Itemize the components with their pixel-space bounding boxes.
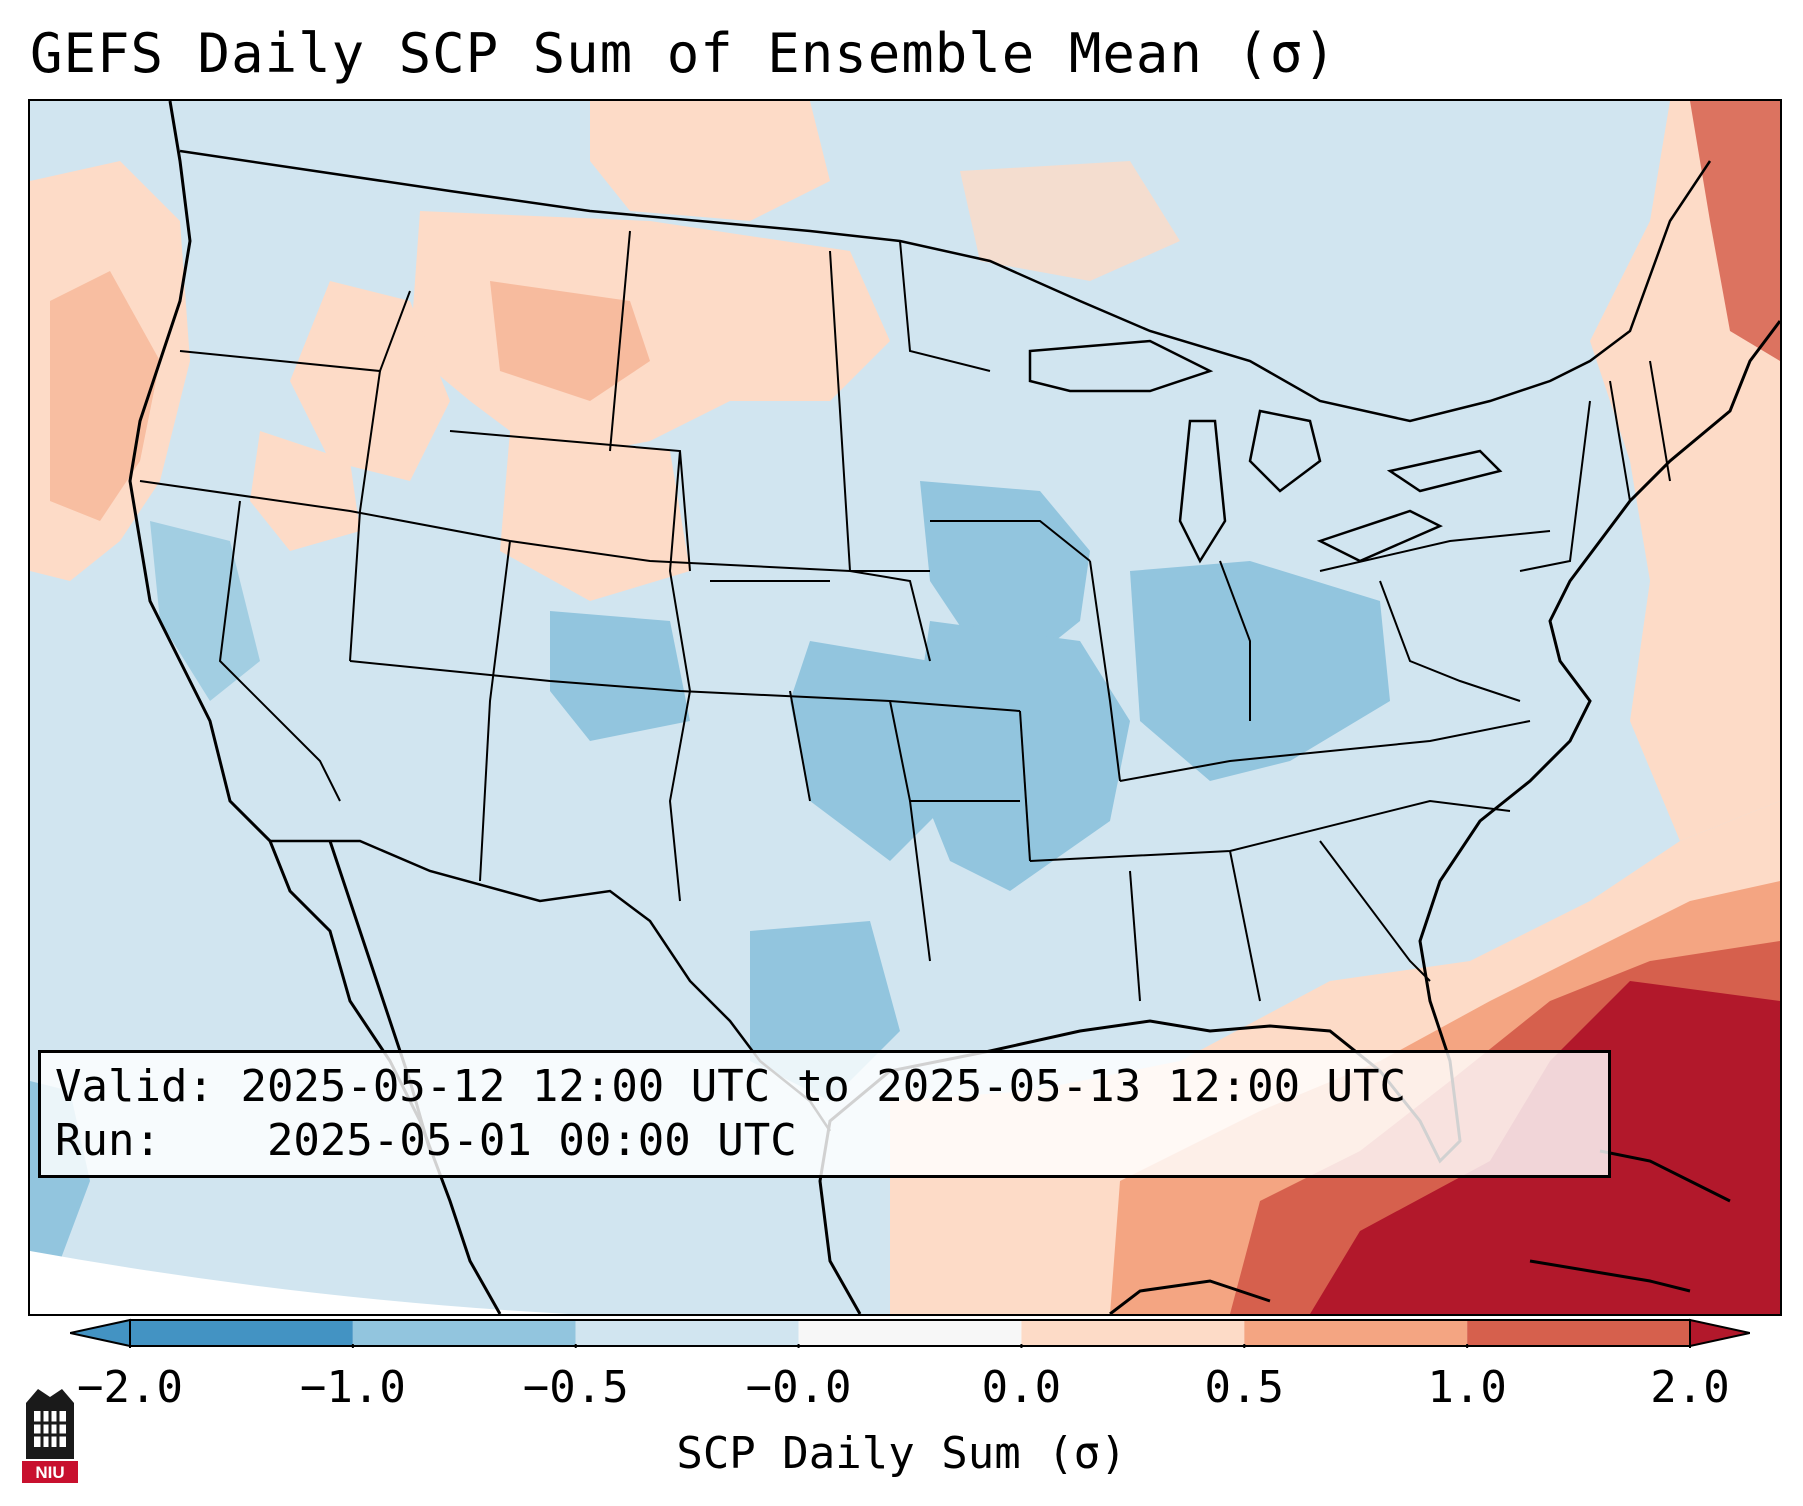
missouri-cool-region: [910, 621, 1130, 891]
valid-text: 2025-05-12 12:00 UTC to 2025-05-13 12:00…: [240, 1061, 1407, 1112]
plains-warm-region: [410, 211, 890, 461]
colorbar-segment: [130, 1320, 353, 1346]
ohio-valley-cool-region: [1130, 561, 1390, 781]
colorbar-segment: [1244, 1320, 1468, 1346]
saskatchewan-warm-region: [590, 101, 830, 221]
colorbar-tick-label: −1.0: [299, 1362, 406, 1413]
colorbar: [70, 1318, 1750, 1348]
colorbar-tick-label: −2.0: [77, 1362, 183, 1413]
montana-warm-core: [490, 281, 650, 401]
colorbar-segment: [798, 1320, 1022, 1346]
colorbar-tick-label: 2.0: [1650, 1362, 1730, 1413]
run-label: Run:: [55, 1115, 161, 1166]
maritime-warm-core: [1690, 101, 1780, 361]
niu-logo-text: NIU: [35, 1463, 64, 1482]
colorado-cool-region: [550, 611, 690, 741]
nevada-warm-region: [250, 431, 360, 551]
run-text: 2025-05-01 00:00 UTC: [266, 1115, 797, 1166]
wyoming-warm-region: [500, 431, 690, 601]
colorbar-extend-high: [1689, 1318, 1750, 1348]
colorbar-tick-label: −0.5: [522, 1362, 629, 1413]
colorbar-tick-label: 1.0: [1427, 1362, 1507, 1413]
colorbar-label: SCP Daily Sum (σ): [676, 1428, 1127, 1479]
valid-line: Valid: 2025-05-12 12:00 UTC to 2025-05-1…: [55, 1061, 1406, 1112]
valid-label: Valid:: [55, 1061, 214, 1112]
valid-time-box: Valid: 2025-05-12 12:00 UTC to 2025-05-1…: [38, 1050, 1611, 1178]
colorbar-extend-low: [70, 1318, 131, 1348]
colorbar-tick-label: 0.5: [1204, 1362, 1285, 1413]
colorbar-outline: [129, 1319, 1691, 1347]
colorbar-tick-label: 0.0: [981, 1362, 1062, 1413]
colorbar-segment: [1021, 1320, 1245, 1346]
domain-edge: [30, 1251, 1030, 1314]
run-line: Run: 2025-05-01 00:00 UTC: [55, 1115, 797, 1166]
state-borders: [139, 230, 1671, 1002]
colorbar-tick-label: −0.0: [745, 1362, 852, 1413]
colorbar-segment: [575, 1320, 799, 1346]
great-lakes: [1028, 339, 1503, 564]
map-title: GEFS Daily SCP Sum of Ensemble Mean (σ): [30, 22, 1337, 85]
idaho-warm-region: [290, 281, 450, 481]
ontario-warm-region: [960, 161, 1180, 281]
niu-logo: NIU: [22, 1389, 78, 1483]
colorbar-segment: [352, 1320, 576, 1346]
colorbar-segment: [1467, 1320, 1690, 1346]
